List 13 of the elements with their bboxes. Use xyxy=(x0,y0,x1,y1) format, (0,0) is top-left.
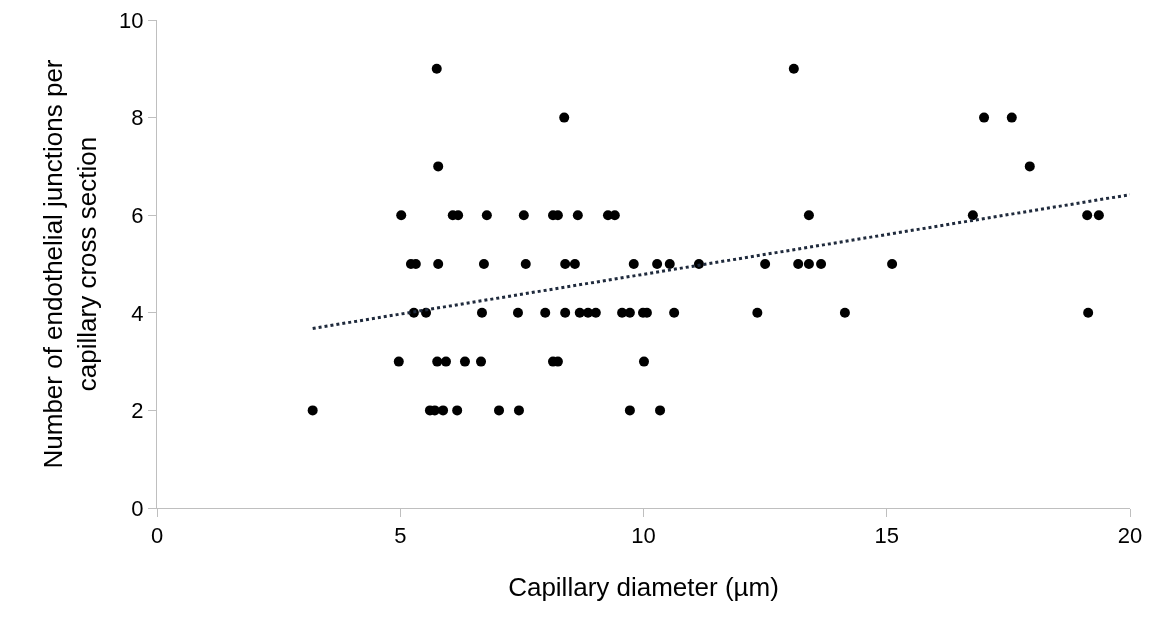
y-tick-label: 10 xyxy=(119,7,144,33)
x-tick-label: 20 xyxy=(1117,523,1143,549)
x-axis-title: Capillary diameter (µm) xyxy=(508,572,779,603)
y-tick-label: 0 xyxy=(131,495,144,521)
x-tick-label: 15 xyxy=(874,523,899,549)
x-tick-label: 0 xyxy=(150,523,164,549)
y-tick-label: 8 xyxy=(131,105,144,131)
y-tick-label: 4 xyxy=(131,300,144,326)
y-axis-title: Number of endothelial junctions per capillary cross section xyxy=(37,59,102,469)
y-tick-label: 2 xyxy=(131,398,144,424)
x-tick-label: 10 xyxy=(631,523,656,549)
y-tick-label: 6 xyxy=(131,202,144,228)
x-tick-label: 5 xyxy=(394,523,407,549)
